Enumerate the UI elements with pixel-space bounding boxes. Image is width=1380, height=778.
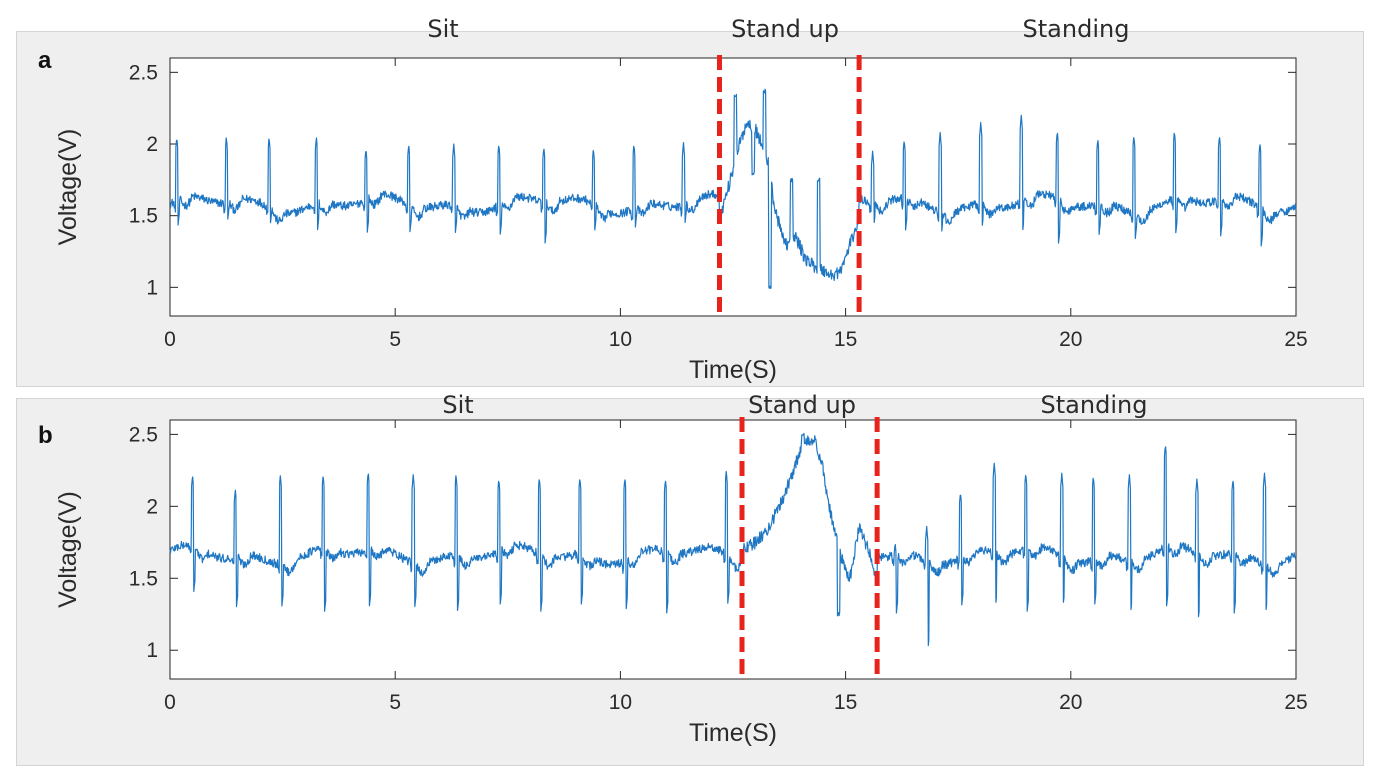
x-tick-label: 25: [1284, 328, 1307, 351]
chart-panel-a: a Sit Stand up Standing 0 5 10 15 20 25 1 1.5 2 2.5 Ti…: [38, 15, 1308, 384]
x-tick-label: 15: [834, 691, 857, 714]
panel-letter: b: [38, 422, 53, 449]
y-tick-label: 1: [146, 639, 158, 662]
y-tick-label: 2.5: [129, 423, 158, 446]
phase-label-stand-up: Stand up: [731, 15, 839, 43]
phase-label-standing: Standing: [1041, 391, 1148, 419]
y-tick-label: 2.5: [129, 61, 158, 84]
x-tick-label: 20: [1059, 691, 1082, 714]
y-tick-label: 2: [146, 133, 158, 156]
y-tick-label: 1.5: [129, 205, 158, 228]
y-tick-label: 1: [146, 276, 158, 299]
signal-line: [169, 88, 1297, 289]
y-tick-label: 1.5: [129, 567, 158, 590]
x-tick-label: 10: [609, 691, 632, 714]
x-tick-label: 5: [389, 328, 401, 351]
y-tick-label: 2: [146, 495, 158, 518]
x-axis-label: Time(S): [689, 719, 777, 747]
phase-label-sit: Sit: [427, 15, 458, 43]
panel-letter: a: [38, 47, 52, 74]
x-tick-label: 15: [834, 328, 857, 351]
x-tick-label: 10: [609, 328, 632, 351]
phase-label-stand-up: Stand up: [748, 391, 856, 419]
x-tick-label: 25: [1284, 691, 1307, 714]
signal-line: [169, 432, 1297, 647]
chart-panel-b: b Sit Stand up Standing 0 5 10 15 20 25 1 1.5 2 2.5 Ti…: [38, 391, 1308, 747]
x-axis-label: Time(S): [689, 356, 777, 384]
x-tick-label: 0: [164, 328, 176, 351]
x-tick-label: 0: [164, 691, 176, 714]
phase-label-sit: Sit: [442, 391, 473, 419]
y-axis-label: Voltage(V): [54, 129, 82, 246]
x-tick-label: 20: [1059, 328, 1082, 351]
x-tick-label: 5: [389, 691, 401, 714]
phase-label-standing: Standing: [1023, 15, 1130, 43]
plot-area: [169, 57, 1297, 317]
y-axis-label: Voltage(V): [54, 491, 82, 608]
plot-area: [169, 419, 1297, 680]
